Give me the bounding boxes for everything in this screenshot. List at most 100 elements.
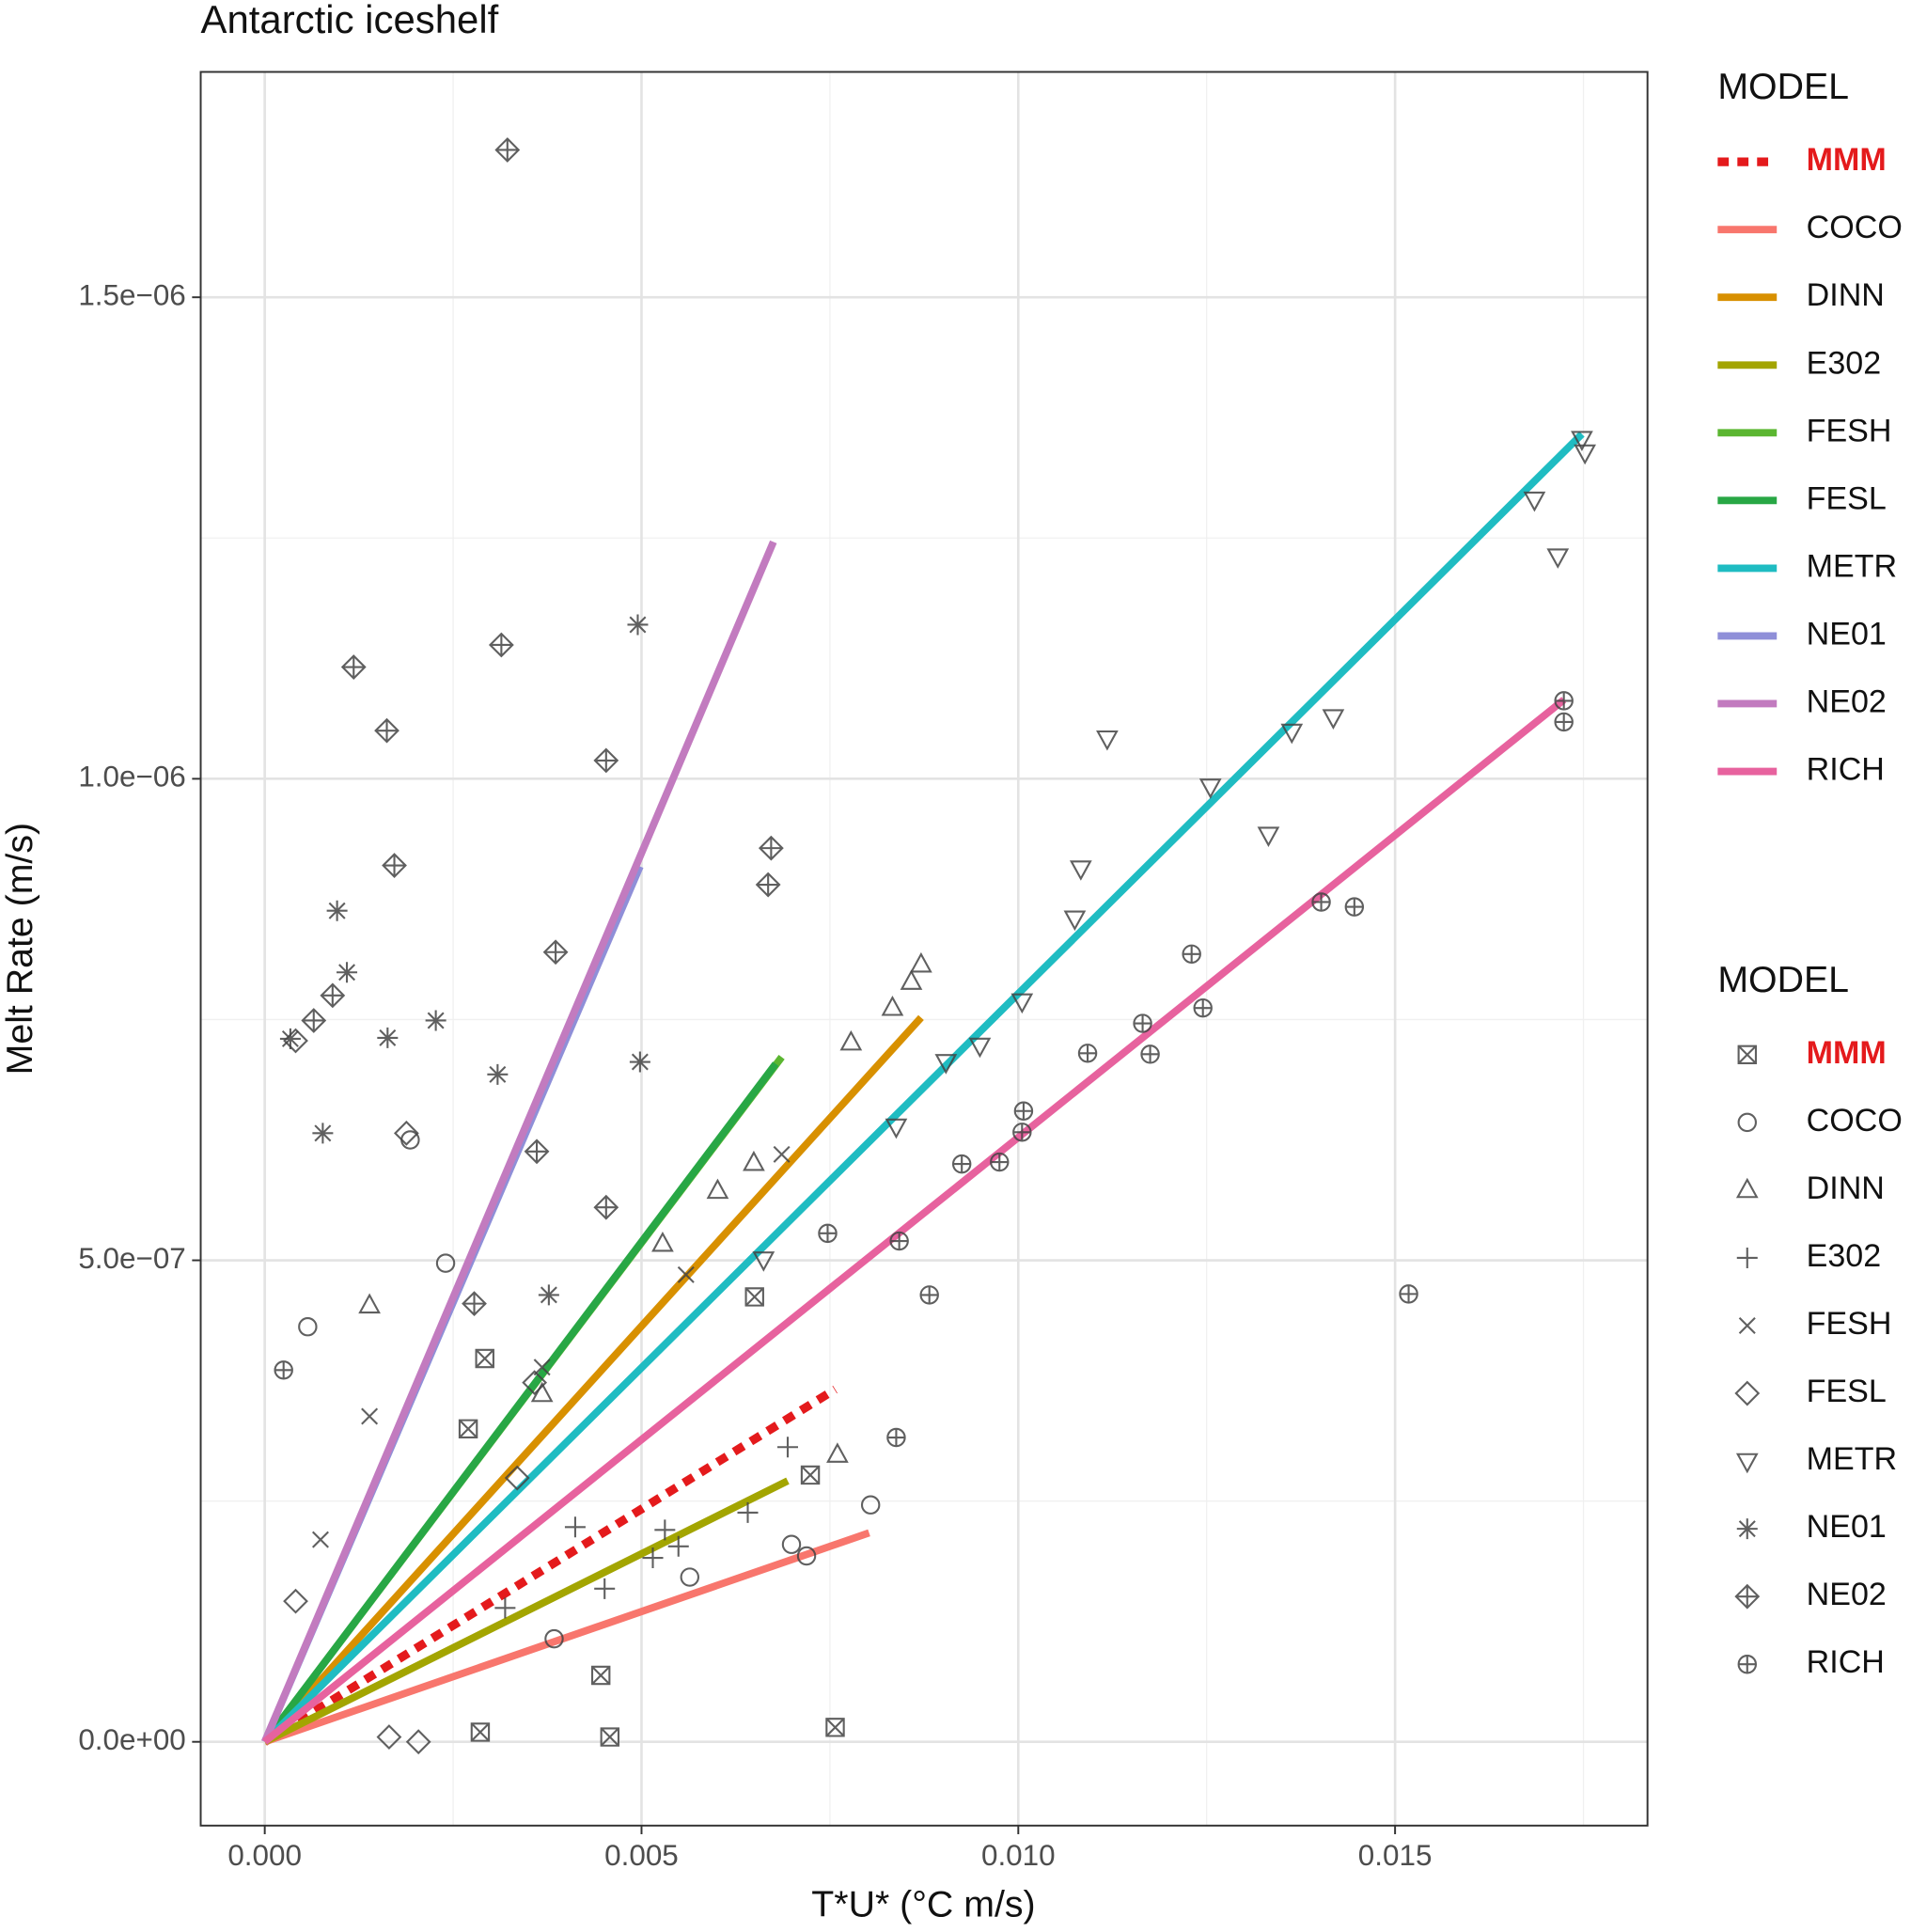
point-part [533,1359,551,1376]
point-part [358,1293,381,1314]
point-part [471,1722,490,1742]
point-part [887,1428,905,1447]
point-part [1734,1380,1761,1406]
point [667,1535,689,1557]
point-part [328,902,346,919]
point-part [631,1053,649,1071]
point [600,1727,620,1747]
legend-title: MODEL [1717,959,1849,1000]
point-part [744,1287,764,1307]
point-part [860,1495,881,1515]
y-tick-label: 1.5e−06 [78,278,185,311]
point-part [593,1194,619,1220]
point [301,1008,327,1033]
point-part [311,1531,329,1548]
point [839,1029,863,1051]
point-part [991,1153,1009,1171]
point-part [1738,1656,1756,1673]
point-part [435,1253,456,1273]
legend-label: COCO [1807,1103,1903,1139]
point-part [340,654,367,680]
point-part [594,1196,618,1219]
point-part [379,1029,397,1046]
point [494,137,521,163]
point-part [881,995,904,1016]
point-part [1345,898,1364,916]
point [488,632,514,658]
point [1344,897,1365,917]
point [376,1724,402,1750]
legend-label: MMM [1807,1035,1887,1071]
legend-symbol [1736,1518,1758,1540]
point-part [776,1437,799,1458]
point [544,1628,564,1649]
point [1322,709,1345,730]
point-part [642,1547,664,1569]
point [1133,1013,1152,1033]
x-tick-label: 0.005 [604,1839,679,1872]
point [752,1251,775,1272]
point-part [490,634,513,656]
point [1140,1045,1160,1064]
legend-label: NE02 [1807,1577,1887,1612]
point [744,1287,764,1307]
point-part [654,1519,676,1541]
point-part [1574,444,1597,465]
x-tick-label: 0.010 [981,1839,1056,1872]
point [522,1370,548,1396]
point-part [530,1381,554,1403]
point-part [890,1232,908,1250]
point-part [706,1178,729,1200]
point-part [342,655,366,679]
point [504,1465,530,1491]
point-part [819,1224,837,1243]
point [475,1348,494,1369]
point-part [1400,1285,1418,1303]
legend-title: MODEL [1717,66,1849,107]
point-part [544,940,568,964]
legend-symbol [1737,1045,1757,1065]
point [358,1293,381,1314]
point [826,1442,849,1463]
legend-label: MMM [1807,142,1887,178]
point [533,1359,551,1376]
legend-symbol [1735,1453,1759,1474]
point-part [885,1118,908,1139]
point-part [1013,1123,1031,1141]
point-part [934,1054,958,1075]
point-part [475,1348,494,1369]
legend-label: FESL [1807,1374,1887,1409]
plot-background [200,71,1648,1826]
point [320,982,346,1009]
point-part [1546,548,1570,569]
point-part [1555,692,1573,710]
point [885,1118,908,1139]
point-part [1194,998,1212,1017]
point-part [825,1718,845,1737]
legend-label: E302 [1807,1238,1882,1274]
point [1182,944,1201,965]
point-part [667,1535,689,1557]
point [405,1729,431,1755]
x-tick-label: 0.015 [1358,1839,1433,1872]
point [627,614,649,636]
legend-label: DINN [1807,1170,1885,1206]
point-part [752,1251,775,1272]
legend-label: FESL [1807,480,1887,516]
point [1546,548,1570,569]
fit-line [262,697,1567,1745]
legend-label: NE01 [1807,616,1887,652]
point [781,1534,802,1554]
point [910,951,932,973]
point [773,1145,791,1163]
point [594,1578,616,1599]
point-part [1078,1045,1097,1062]
point-part [737,1501,759,1523]
fit-line [261,540,777,1744]
point [1096,730,1119,751]
point [889,1231,909,1251]
legend-label: COCO [1807,210,1903,245]
point [743,1150,765,1171]
point [590,1665,611,1686]
